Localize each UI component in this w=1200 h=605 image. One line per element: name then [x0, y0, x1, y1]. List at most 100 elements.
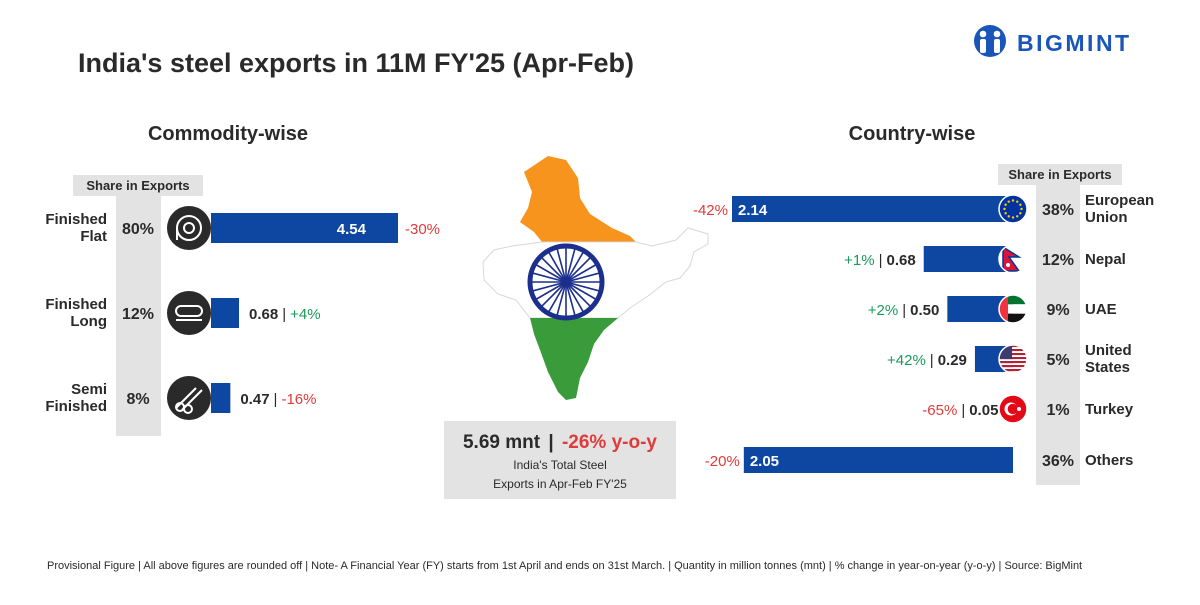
commodity-share: 80% [122, 221, 154, 238]
total-change: -26% y-o-y [562, 432, 657, 453]
country-change-label: -42% [693, 202, 728, 219]
total-caption-line1: India's Total Steel [513, 458, 606, 472]
country-label: Turkey [1085, 401, 1134, 418]
commodity-bar [211, 383, 231, 413]
country-value-label: 2.05 [750, 453, 779, 470]
commodity-heading: Commodity-wise [148, 123, 308, 145]
us-flag-icon [998, 344, 1028, 374]
country-row: Turkey 1% -65% | 0.05 [922, 394, 1134, 424]
country-separator: | [902, 302, 906, 319]
commodity-share-header: Share in Exports [86, 178, 189, 193]
brand-name: BIGMINT [1017, 30, 1132, 56]
commodity-separator: | [274, 391, 278, 408]
country-separator: | [930, 352, 934, 369]
total-headline: 5.69 mnt | -26% y-o-y [463, 432, 657, 453]
long-products-icon [167, 291, 211, 335]
country-value-group: +2% | 0.50 [868, 302, 940, 319]
commodity-share-header-bg [73, 175, 203, 196]
commodity-label: Finished [45, 211, 107, 228]
country-separator: | [961, 402, 965, 419]
country-value-label: 2.14 [738, 202, 768, 219]
country-share: 36% [1042, 453, 1074, 470]
india-map-saffron [520, 156, 636, 242]
commodity-label: Semi [71, 381, 107, 398]
bigmint-logo: BIGMINT [974, 25, 1132, 57]
commodity-change-label: -30% [405, 221, 440, 238]
country-bar [743, 447, 1013, 473]
country-bar [923, 246, 1013, 272]
country-change-label: +42% [887, 352, 926, 369]
ashoka-chakra-icon [527, 243, 605, 321]
country-separator: | [879, 252, 883, 269]
country-change-label: +2% [868, 302, 898, 319]
india-map [482, 156, 709, 400]
country-row: Nepal 12% +1% | 0.68 [844, 244, 1126, 274]
commodity-change-label: -16% [281, 391, 316, 408]
commodity-label: Finished [45, 296, 107, 313]
coil-icon [167, 206, 211, 250]
country-share: 12% [1042, 252, 1074, 269]
commodity-change-label: +4% [290, 306, 320, 323]
country-label: European [1085, 192, 1154, 209]
country-change-label: -65% [922, 402, 957, 419]
country-value-group: +42% | 0.29 [887, 352, 967, 369]
country-share: 38% [1042, 202, 1074, 219]
india-map-white [482, 227, 709, 319]
nepal-flag-icon [998, 244, 1028, 274]
commodity-share-column [116, 196, 161, 436]
commodity-bar [211, 213, 398, 243]
country-bar [732, 196, 1013, 222]
country-share-header-bg [998, 164, 1122, 185]
country-share: 9% [1046, 302, 1069, 319]
country-label: Others [1085, 452, 1133, 469]
country-share-header: Share in Exports [1008, 167, 1111, 182]
country-heading: Country-wise [849, 123, 976, 145]
turkey-flag-icon [998, 394, 1028, 424]
country-label: States [1085, 359, 1130, 376]
commodity-share: 12% [122, 306, 154, 323]
commodity-value-label: 0.47 [240, 391, 269, 408]
country-row: UAE 9% +2% | 0.50 [868, 294, 1117, 324]
country-share-column [1036, 185, 1080, 485]
billets-icon [167, 376, 211, 420]
country-value-group: +1% | 0.68 [844, 252, 916, 269]
country-share: 1% [1046, 402, 1069, 419]
commodity-label: Finished [45, 398, 107, 415]
country-value-label: 0.29 [938, 352, 967, 369]
country-label: Union [1085, 209, 1128, 226]
country-value-group: -65% | 0.05 [922, 402, 998, 419]
commodity-label: Flat [80, 228, 107, 245]
commodity-value-group: 0.47 | -16% [240, 391, 316, 408]
country-label: UAE [1085, 301, 1117, 318]
bigmint-logo-mark [974, 25, 1006, 57]
commodity-separator: | [282, 306, 286, 323]
commodity-bar [211, 298, 240, 328]
total-exports-box: 5.69 mnt | -26% y-o-y India's Total Stee… [444, 421, 676, 499]
country-change-label: -20% [705, 453, 740, 470]
country-value-label: 0.50 [910, 302, 939, 319]
country-row: Others 36% 2.05 -20% [705, 447, 1133, 473]
commodity-label: Long [70, 313, 107, 330]
country-value-label: 0.05 [969, 402, 998, 419]
footer-note: Provisional Figure | All above figures a… [47, 560, 1082, 572]
country-share: 5% [1046, 352, 1069, 369]
eu-flag-icon [998, 194, 1028, 224]
total-box-bg [444, 421, 676, 499]
commodity-share: 8% [126, 391, 149, 408]
uae-flag-icon [998, 294, 1028, 324]
commodity-value-label: 4.54 [337, 221, 367, 238]
country-label: Nepal [1085, 251, 1126, 268]
total-separator: | [548, 432, 553, 453]
commodity-value-label: 0.68 [249, 306, 278, 323]
total-value: 5.69 mnt [463, 432, 541, 453]
country-label: United [1085, 342, 1132, 359]
